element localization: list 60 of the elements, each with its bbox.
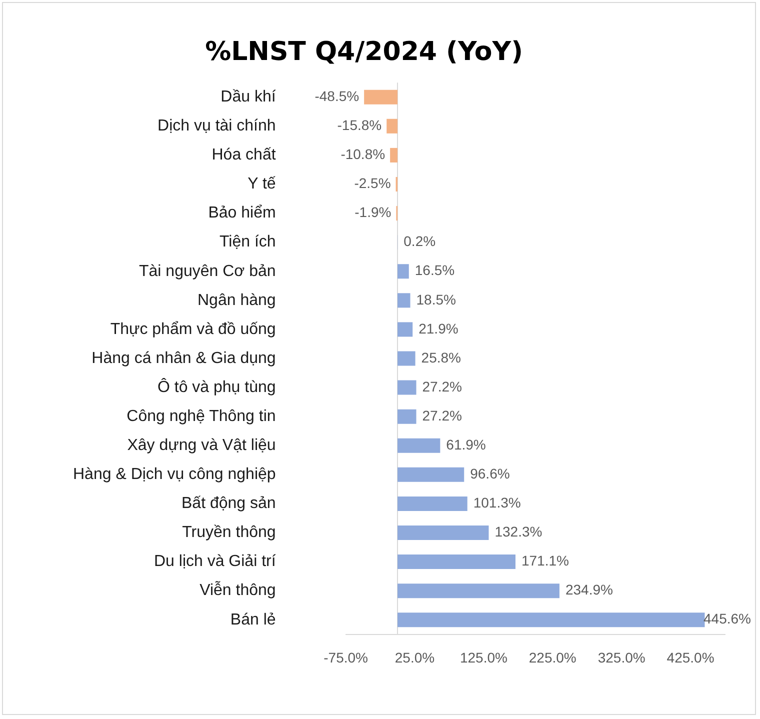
data-label: 21.9% [418,320,458,336]
bar [398,496,468,511]
y-tick-label: Viễn thông [200,581,276,600]
data-label: 27.2% [422,407,462,424]
y-tick-label: Bán lẻ [230,611,276,628]
y-tick-label: Tài nguyên Cơ bản [139,262,276,280]
bar [390,148,398,162]
y-tick-label: Tiện ích [219,234,276,251]
bar [398,409,416,424]
data-label: 132.3% [494,524,542,540]
bar [364,90,398,104]
y-tick-label: Ngân hàng [198,292,276,309]
bar [398,293,410,308]
y-tick-label: Công nghệ Thông tin [126,408,276,425]
y-tick-label: Thực phẩm và đồ uống [110,320,276,338]
bar [398,438,440,453]
bar [398,264,409,279]
y-tick-label: Dịch vụ tài chính [158,118,276,135]
data-label: 27.2% [422,378,462,394]
bar [398,584,560,598]
bar [398,380,416,395]
y-tick-label: Hàng & Dịch vụ công nghiệp [73,466,276,484]
y-tick-label: Hàng cá nhân & Gia dụng [92,350,276,367]
y-tick-label: Truyền thông [182,524,276,542]
bar [398,612,705,628]
data-label: -1.9% [354,204,392,220]
x-tick-label: 125.0% [460,650,508,666]
data-label: 234.9% [565,582,613,598]
data-label: -15.8% [337,117,382,134]
bar [398,467,464,482]
data-label: 171.1% [521,552,569,569]
y-tick-label: Y tế [248,176,276,193]
bar [398,351,416,366]
y-tick-label: Dầu khí [220,88,276,106]
bar [398,322,413,337]
chart-title: %LNST Q4/2024 (YoY) [205,36,523,67]
y-tick-label: Bất động sản [182,495,276,512]
data-label: 16.5% [414,262,455,278]
y-tick-label: Bảo hiểm [208,204,276,222]
data-label: 96.6% [470,466,510,482]
x-tick-label: 425.0% [666,650,714,666]
data-label: -48.5% [314,88,360,104]
y-tick-label: Ô tô và phụ tùng [157,378,276,396]
data-label: -10.8% [340,146,386,162]
x-tick-label: 325.0% [598,650,646,666]
bar [398,554,516,570]
data-label: 101.3% [473,494,521,511]
x-tick-label: -75.0% [324,650,368,666]
data-label: 18.5% [416,291,456,308]
y-tick-label: Du lịch và Giải trí [154,553,276,570]
x-tick-label: 225.0% [528,650,576,666]
x-tick-label: 25.0% [394,650,435,666]
bar [398,525,489,540]
y-tick-label: Hóa chất [212,146,276,164]
y-tick-label: Xây dựng và Vật liệu [127,437,276,454]
data-label: 0.2% [404,233,436,250]
data-label: 25.8% [421,349,461,366]
data-label: -2.5% [354,175,391,192]
bar [386,118,398,134]
data-label: 61.9% [446,436,486,452]
